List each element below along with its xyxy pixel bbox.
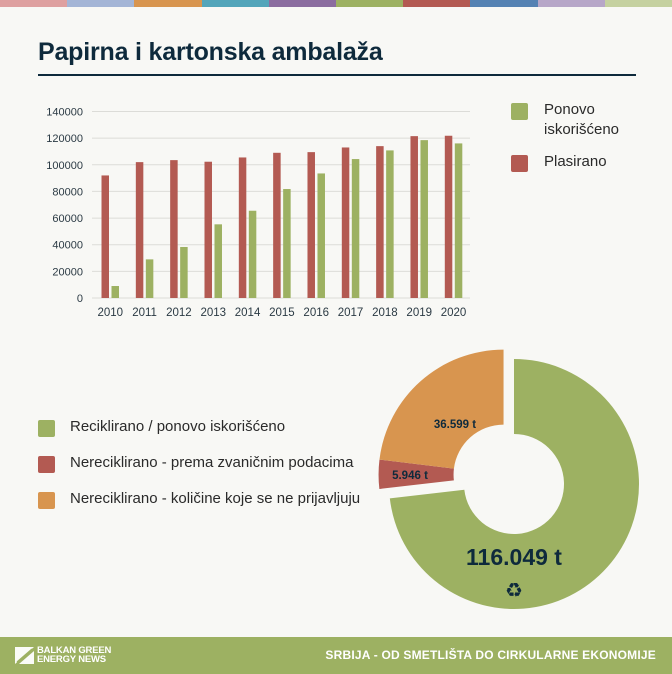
logo-line-1: BALKAN GREEN [37,645,112,656]
color-stripe [201,0,269,7]
x-tick-label: 2014 [235,307,261,319]
x-tick-label: 2013 [200,307,226,319]
x-tick-label: 2010 [97,307,123,319]
legend-item-reciklirano: Reciklirano / ponovo iskorišćeno [38,417,370,437]
x-tick-label: 2011 [132,307,157,319]
y-tick-label: 100000 [46,160,83,172]
bar-ponovo-2017 [351,159,360,298]
bar-plasirano-2016 [307,152,315,298]
x-tick-label: 2012 [166,307,192,319]
bar-plasirano-2017 [341,147,350,298]
bar-chart-legend: Ponovo iskorišćeno Plasirano [511,100,654,184]
legend-label: Nereciklirano - količine koje se ne prij… [70,490,361,507]
bar-ponovo-2015 [283,189,291,298]
logo-mark-icon [15,646,34,664]
footer-tagline: SRBIJA - OD SMETLIŠTA DO CIRKULARNE EKON… [325,648,656,662]
bar-plasirano-2020 [444,135,453,298]
legend-label: Ponovo iskorišćeno [544,101,620,138]
bar-ponovo-2018 [386,150,394,298]
legend-label: Nereciklirano - prema zvaničnim podacima [70,454,354,471]
bar-ponovo-2012 [180,246,188,298]
color-stripe [403,0,471,7]
color-stripe [336,0,404,7]
legend-item-ponovo: Ponovo iskorišćeno [511,100,654,140]
title-divider [38,74,636,76]
recycle-icon: ♻ [505,578,523,602]
x-tick-label: 2020 [441,307,467,319]
color-stripe [604,0,672,7]
bar-ponovo-2020 [454,143,463,298]
bar-plasirano-2015 [273,152,281,298]
legend-swatch-green [38,420,55,437]
bar-plasirano-2012 [170,160,178,298]
bar-plasirano-2014 [238,157,247,298]
bar-plasirano-2013 [204,161,212,298]
donut-label-nereciklirano-neprijavljeno: 36.599 t [434,419,476,431]
donut-label-nereciklirano-zvanicno: 5.946 t [392,470,428,482]
legend-swatch-red [511,155,528,172]
y-tick-label: 120000 [46,133,83,145]
donut-slice-nereciklirano-zvanicno [378,459,454,489]
x-tick-label: 2016 [303,307,329,319]
color-stripe [0,0,68,7]
y-tick-label: 80000 [52,186,83,198]
legend-label: Plasirano [544,153,607,170]
bar-ponovo-2016 [317,173,325,298]
color-stripe [134,0,202,7]
bar-ponovo-2010 [111,286,119,298]
bar-plasirano-2019 [410,136,418,298]
donut-chart: 116.049 t 5.946 t 36.599 t ♻ [378,349,640,610]
y-tick-label: 140000 [46,107,83,119]
legend-swatch-orange [38,492,55,509]
legend-swatch-green [511,103,528,120]
donut-slice-nereciklirano-neprijavljeno [379,349,504,469]
donut-chart-legend: Reciklirano / ponovo iskorišćeno Nerecik… [38,417,370,525]
x-tick-label: 2017 [338,307,364,319]
bar-ponovo-2011 [145,259,154,298]
bar-ponovo-2013 [214,224,222,298]
x-tick-label: 2019 [406,307,432,319]
publisher-logo: BALKAN GREEN ENERGY NEWS [15,646,111,664]
legend-item-plasirano: Plasirano [511,152,654,172]
color-stripe [67,0,135,7]
legend-item-nereciklirano-zvanicno: Nereciklirano - prema zvaničnim podacima [38,453,370,473]
color-stripe [470,0,538,7]
bar-ponovo-2014 [248,210,257,298]
donut-slice-reciklirano [389,359,640,610]
y-tick-label: 0 [77,293,83,305]
y-tick-label: 60000 [52,213,83,225]
legend-label: Reciklirano / ponovo iskorišćeno [70,418,286,435]
color-stripe [537,0,605,7]
y-tick-label: 20000 [52,266,83,278]
y-tick-label: 40000 [52,240,83,252]
legend-swatch-red [38,456,55,473]
x-tick-label: 2018 [372,307,398,319]
color-stripe [268,0,337,7]
x-tick-label: 2015 [269,307,295,319]
donut-label-reciklirano: 116.049 t [466,544,562,570]
bar-ponovo-2019 [420,140,428,298]
legend-item-nereciklirano-neprijavljeno: Nereciklirano - količine koje se ne prij… [38,489,370,509]
bar-plasirano-2018 [376,146,384,298]
bar-plasirano-2011 [135,162,144,298]
color-stripe-bar [0,0,672,7]
page-title: Papirna i kartonska ambalaža [38,38,383,66]
logo-line-2: ENERGY NEWS [37,654,106,665]
bar-plasirano-2010 [101,175,109,298]
bar-chart: 0 20000 40000 60000 80000 100000 120000 140000 2… [46,107,470,319]
footer-bar: BALKAN GREEN ENERGY NEWS SRBIJA - OD SME… [0,637,672,674]
